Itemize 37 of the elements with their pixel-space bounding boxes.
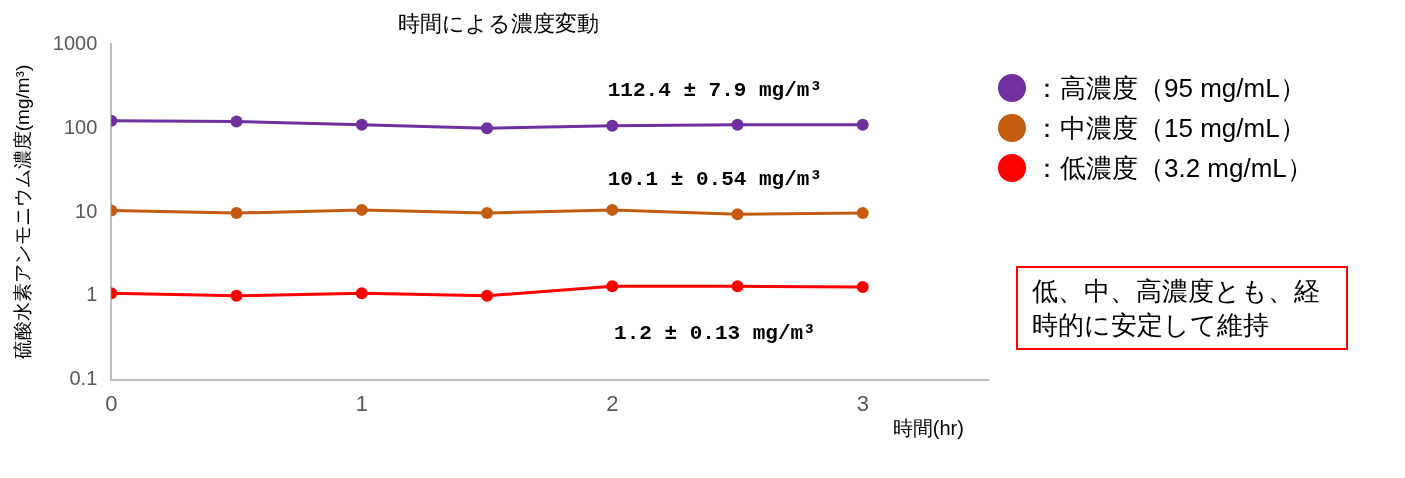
y-tick-label: 1000 bbox=[52, 31, 98, 54]
y-tick-label: 100 bbox=[63, 115, 98, 138]
annotation: 1.2 ± 0.13 mg/m³ bbox=[614, 322, 816, 346]
legend-label: ：低濃度（3.2 mg/mL） bbox=[1034, 152, 1313, 185]
x-tick-label: 3 bbox=[856, 390, 869, 416]
point bbox=[230, 289, 243, 302]
point bbox=[606, 203, 619, 216]
legend-label: ：高濃度（95 mg/mL） bbox=[1034, 72, 1306, 105]
point bbox=[856, 207, 869, 220]
y-tick-label: 10 bbox=[75, 199, 98, 222]
legend-label: ：中濃度（15 mg/mL） bbox=[1034, 112, 1306, 145]
y-axis-title: 硫酸水素アンモニウム濃度(mg/m³) bbox=[11, 64, 33, 360]
point bbox=[731, 208, 744, 221]
point bbox=[230, 207, 243, 220]
chart-title: 時間による濃度変動 bbox=[397, 11, 599, 37]
point bbox=[481, 207, 494, 220]
point bbox=[606, 280, 619, 293]
point bbox=[856, 118, 869, 131]
x-tick-label: 0 bbox=[105, 390, 118, 416]
annotation: 112.4 ± 7.9 mg/m³ bbox=[607, 78, 823, 102]
x-axis-title: 時間(hr) bbox=[892, 417, 964, 440]
point bbox=[355, 118, 368, 131]
x-tick-label: 2 bbox=[606, 390, 619, 416]
y-tick-label: 1 bbox=[86, 283, 98, 306]
point bbox=[355, 203, 368, 216]
point bbox=[481, 289, 494, 302]
point bbox=[606, 119, 619, 132]
annotation: 10.1 ± 0.54 mg/m³ bbox=[607, 168, 823, 192]
point bbox=[481, 122, 494, 135]
point bbox=[731, 118, 744, 131]
point bbox=[230, 115, 243, 128]
y-tick-label: 0.1 bbox=[69, 367, 98, 390]
point bbox=[731, 280, 744, 293]
point bbox=[355, 287, 368, 300]
point bbox=[856, 281, 869, 294]
text: 低、中、高濃度とも、経時的に安定して維持 bbox=[1016, 266, 1348, 350]
x-tick-label: 1 bbox=[355, 390, 368, 416]
